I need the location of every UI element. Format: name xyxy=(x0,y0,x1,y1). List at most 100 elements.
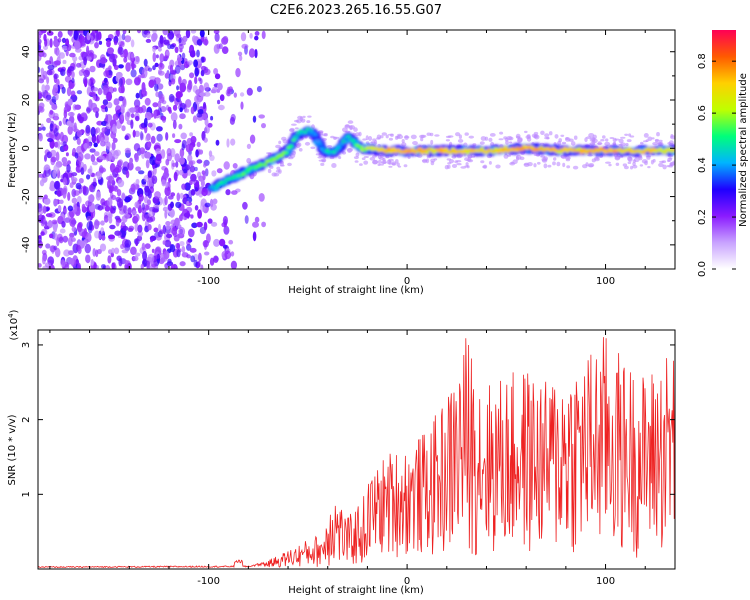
x-tick-label: 100 xyxy=(596,276,615,287)
noise-speck xyxy=(89,91,95,97)
noise-speck xyxy=(74,152,79,159)
noise-speck xyxy=(231,190,238,195)
noise-speck xyxy=(154,191,161,199)
ridge-blob xyxy=(328,151,331,154)
ridge-blob xyxy=(228,178,231,180)
noise-speck xyxy=(66,120,72,126)
haze-speck xyxy=(456,162,462,166)
haze-speck xyxy=(304,141,311,146)
noise-speck xyxy=(134,130,140,137)
noise-speck xyxy=(102,99,109,106)
ridge-blob xyxy=(251,167,255,170)
ridge-blob xyxy=(559,147,562,150)
y-tick-label: 20 xyxy=(21,94,32,107)
noise-speck xyxy=(87,78,91,87)
noise-speck xyxy=(147,67,153,72)
noise-speck xyxy=(246,143,251,149)
noise-speck xyxy=(71,197,78,204)
noise-speck xyxy=(130,119,134,129)
noise-speck xyxy=(179,192,184,199)
noise-speck xyxy=(194,166,198,172)
haze-speck xyxy=(620,136,626,139)
ridge-blob xyxy=(380,149,383,152)
noise-speck xyxy=(190,173,197,182)
haze-speck xyxy=(310,146,316,150)
haze-speck xyxy=(363,156,369,158)
noise-speck xyxy=(120,104,125,114)
noise-speck xyxy=(148,79,155,89)
haze-speck xyxy=(306,120,311,124)
haze-speck xyxy=(344,124,351,129)
ridge-blob xyxy=(494,150,498,153)
noise-speck xyxy=(176,192,181,202)
noise-speck xyxy=(94,151,100,157)
haze-speck xyxy=(412,141,418,145)
noise-speck xyxy=(165,158,170,166)
haze-speck xyxy=(533,154,540,157)
ridge-blob xyxy=(503,145,508,150)
ridge-blob xyxy=(311,133,314,135)
noise-speck xyxy=(235,67,241,78)
haze-speck xyxy=(298,148,303,152)
haze-speck xyxy=(640,141,644,145)
noise-speck xyxy=(88,184,94,192)
haze-speck xyxy=(331,163,337,168)
noise-speck xyxy=(69,182,74,189)
haze-speck xyxy=(628,133,632,137)
noise-speck xyxy=(47,64,55,71)
haze-speck xyxy=(287,162,292,167)
y-tick-label: -40 xyxy=(21,237,32,253)
noise-speck xyxy=(118,95,124,102)
noise-speck xyxy=(136,235,143,242)
noise-speck xyxy=(109,163,116,173)
ridge-blob xyxy=(418,149,421,152)
noise-speck xyxy=(108,52,115,63)
haze-speck xyxy=(556,161,561,167)
noise-speck xyxy=(196,159,203,164)
noise-speck xyxy=(43,33,47,42)
noise-speck xyxy=(107,255,112,264)
ridge-blob xyxy=(256,167,260,169)
haze-speck xyxy=(498,138,504,141)
noise-speck xyxy=(72,136,77,141)
haze-speck xyxy=(388,137,393,141)
noise-speck xyxy=(170,112,178,122)
noise-speck xyxy=(125,133,131,140)
noise-speck xyxy=(215,139,220,146)
ridge-blob xyxy=(359,148,362,150)
ridge-blob xyxy=(411,149,414,151)
noise-speck xyxy=(162,171,170,179)
noise-speck xyxy=(95,31,99,42)
noise-speck xyxy=(78,69,84,77)
ridge-blob xyxy=(625,150,629,153)
haze-speck xyxy=(278,169,282,174)
noise-speck xyxy=(96,170,102,180)
haze-speck xyxy=(282,139,288,144)
ridge-blob xyxy=(288,144,294,149)
noise-speck xyxy=(200,179,205,188)
haze-speck xyxy=(658,160,665,163)
noise-speck xyxy=(121,249,129,254)
noise-speck xyxy=(161,166,167,171)
ridge-blob xyxy=(511,146,514,149)
noise-speck xyxy=(38,133,43,142)
snr-scale-label: (x104) xyxy=(7,309,20,340)
ridge-blob xyxy=(475,148,479,151)
noise-speck xyxy=(107,197,113,207)
ridge-blob xyxy=(317,142,323,147)
noise-speck xyxy=(138,194,144,202)
ridge-blob xyxy=(351,140,355,142)
noise-speck xyxy=(86,107,92,112)
noise-speck xyxy=(261,30,266,40)
noise-speck xyxy=(171,226,178,236)
noise-speck xyxy=(196,221,203,228)
noise-speck xyxy=(84,153,91,160)
noise-speck xyxy=(38,263,42,268)
noise-speck xyxy=(44,84,50,91)
x-tick-label: 100 xyxy=(596,576,615,587)
ridge-blob xyxy=(532,147,536,150)
ridge-blob xyxy=(409,149,412,151)
haze-speck xyxy=(489,133,496,137)
haze-speck xyxy=(275,144,281,149)
noise-speck xyxy=(53,127,59,137)
